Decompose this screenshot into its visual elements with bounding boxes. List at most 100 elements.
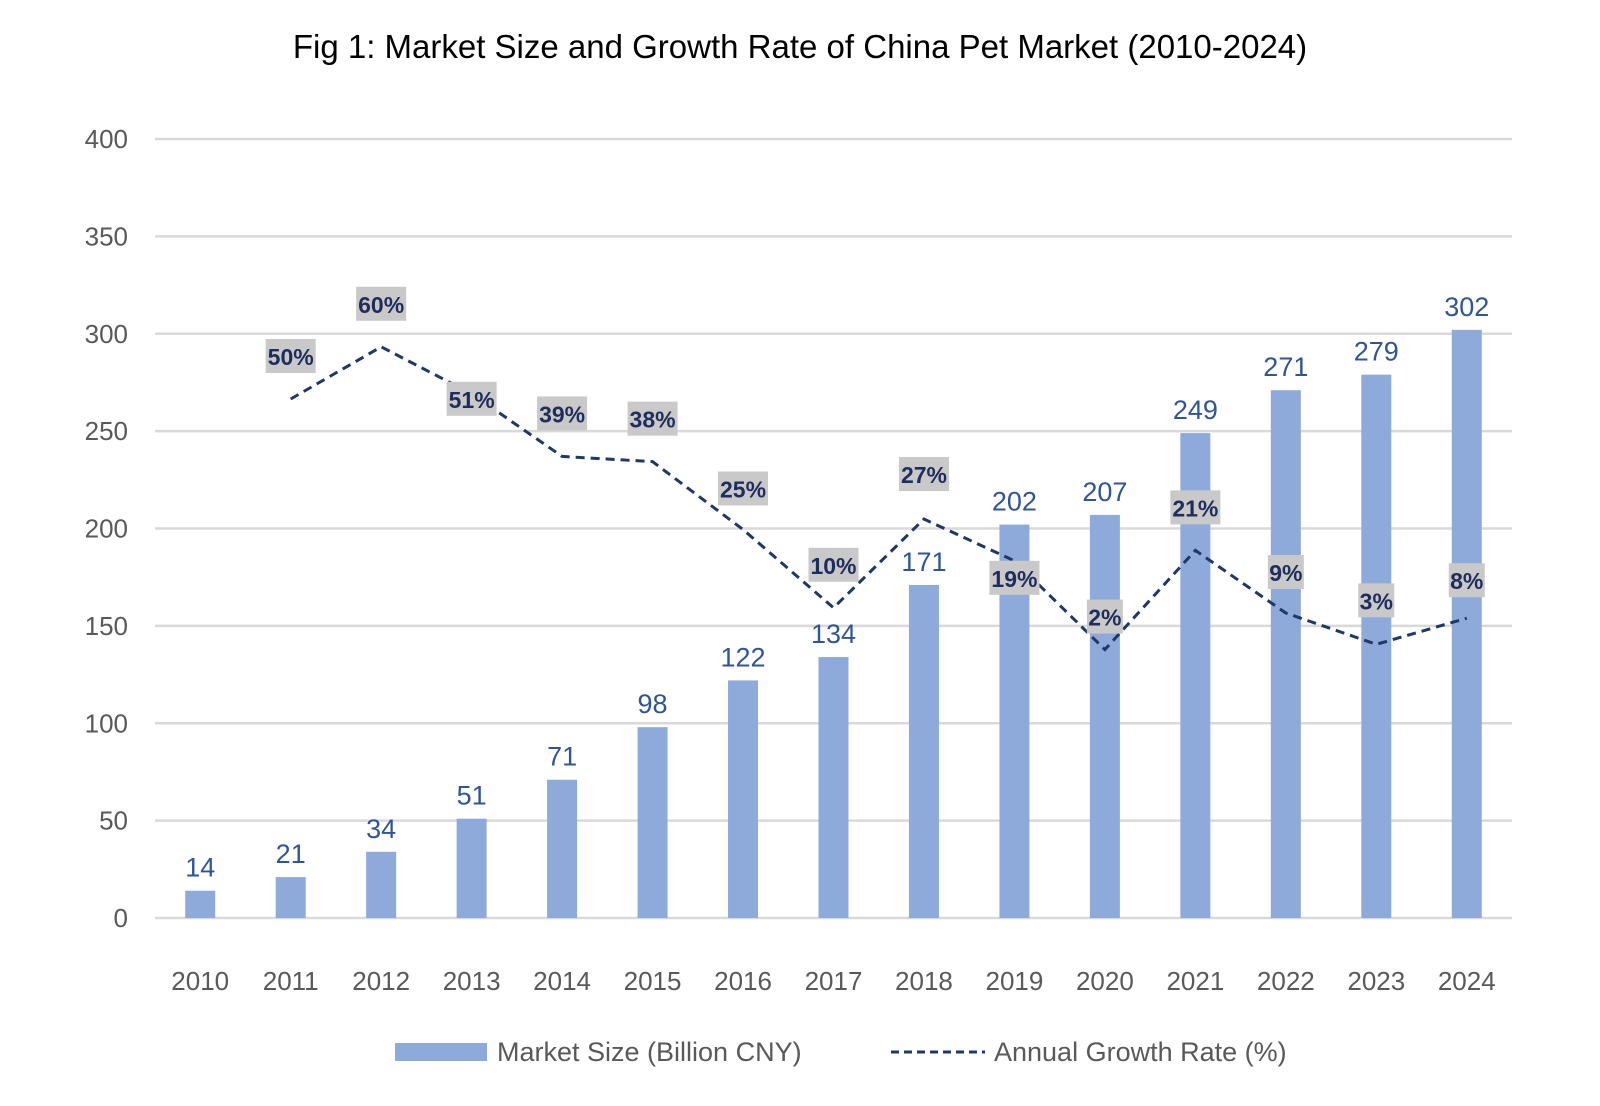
data-label-background xyxy=(627,401,678,436)
growth-data-label: 51% xyxy=(446,381,497,416)
bar-data-label: 279 xyxy=(1354,337,1399,367)
bar-series xyxy=(185,329,1482,919)
growth-data-label: 10% xyxy=(808,547,859,582)
x-tick-label: 2011 xyxy=(263,966,319,996)
growth-data-label-text: 50% xyxy=(268,344,314,370)
legend: Market Size (Billion CNY) Annual Growth … xyxy=(395,1037,1287,1067)
bar xyxy=(547,779,578,918)
x-tick-label: 2012 xyxy=(352,966,410,996)
y-tick-label: 300 xyxy=(85,319,128,349)
growth-data-label: 2% xyxy=(1086,599,1123,634)
x-tick-label: 2023 xyxy=(1347,966,1405,996)
x-tick-label: 2017 xyxy=(805,966,863,996)
bar xyxy=(1089,514,1120,918)
growth-data-label-text: 38% xyxy=(630,407,676,433)
x-tick-label: 2024 xyxy=(1438,966,1496,996)
legend-label-growth-rate: Annual Growth Rate (%) xyxy=(994,1037,1287,1067)
growth-data-label: 39% xyxy=(537,396,588,431)
bar-data-label: 302 xyxy=(1444,292,1489,322)
growth-data-label: 38% xyxy=(627,401,678,436)
bar xyxy=(908,584,939,918)
bar-data-label: 51 xyxy=(457,781,487,811)
data-label-background xyxy=(1448,563,1485,598)
x-tick-label: 2020 xyxy=(1076,966,1134,996)
y-tick-label: 100 xyxy=(85,708,128,738)
bar-data-label: 14 xyxy=(185,853,215,883)
chart-title: Fig 1: Market Size and Growth Rate of Ch… xyxy=(293,28,1307,65)
growth-data-label-text: 9% xyxy=(1269,560,1302,586)
data-label-background xyxy=(898,457,949,492)
y-tick-label: 50 xyxy=(99,806,128,836)
x-tick-label: 2022 xyxy=(1257,966,1315,996)
growth-data-label-text: 27% xyxy=(901,462,947,488)
bar-data-label: 34 xyxy=(366,814,396,844)
legend-swatch-market-size xyxy=(395,1043,487,1061)
data-label-background xyxy=(446,381,497,416)
bar-data-label: 202 xyxy=(992,487,1037,517)
y-tick-label: 250 xyxy=(85,416,128,446)
growth-data-label-text: 8% xyxy=(1450,568,1483,594)
y-tick-label: 400 xyxy=(85,124,128,154)
growth-data-label-text: 60% xyxy=(358,292,404,318)
x-tick-label: 2010 xyxy=(171,966,229,996)
x-axis-ticks: 2010 2011 2012 2013 2014 2015 2016 2017 2018 2019… xyxy=(171,966,1495,996)
growth-data-label: 50% xyxy=(265,339,316,373)
y-tick-label: 0 xyxy=(114,903,128,933)
x-tick-label: 2018 xyxy=(895,966,953,996)
growth-line xyxy=(289,345,1468,652)
bar xyxy=(1270,390,1301,918)
growth-data-label-text: 10% xyxy=(810,553,856,579)
y-tick-label: 150 xyxy=(85,611,128,641)
data-label-background xyxy=(1267,555,1304,590)
x-tick-label: 2013 xyxy=(443,966,501,996)
x-tick-label: 2016 xyxy=(714,966,772,996)
bar xyxy=(818,657,849,918)
growth-data-label-text: 25% xyxy=(720,477,766,503)
growth-data-label: 3% xyxy=(1358,583,1395,618)
bar-data-label: 171 xyxy=(901,547,946,577)
bar xyxy=(275,877,306,918)
x-tick-label: 2015 xyxy=(624,966,682,996)
data-label-background xyxy=(808,547,859,582)
growth-data-label-text: 51% xyxy=(449,387,495,413)
growth-data-label-text: 21% xyxy=(1172,495,1218,521)
growth-data-label-text: 39% xyxy=(539,401,585,427)
growth-data-label: 27% xyxy=(898,457,949,492)
bar-data-labels: 14 21 34 51 71 98 122 134 171 202 207 249 271 279 302 xyxy=(185,292,1489,883)
growth-data-label: 60% xyxy=(356,286,407,321)
data-label-background xyxy=(989,560,1040,595)
growth-data-label-text: 19% xyxy=(991,566,1037,592)
legend-label-market-size: Market Size (Billion CNY) xyxy=(497,1037,802,1067)
growth-data-label: 19% xyxy=(989,560,1040,595)
bar-data-label: 71 xyxy=(547,742,577,772)
bar xyxy=(366,851,397,918)
bar-data-label: 271 xyxy=(1263,352,1308,382)
growth-data-labels: 50% 60% 51% 39% 38% 25% 10% 27% 19% 2% 21% 9% 3% 8% xyxy=(265,286,1485,634)
x-tick-label: 2014 xyxy=(533,966,591,996)
bar xyxy=(637,727,668,918)
bar xyxy=(1361,374,1392,919)
y-tick-label: 200 xyxy=(85,514,128,544)
bar xyxy=(1451,329,1482,919)
x-tick-label: 2019 xyxy=(986,966,1044,996)
bar xyxy=(456,818,487,918)
data-label-background xyxy=(1358,583,1395,618)
growth-data-label-text: 2% xyxy=(1088,605,1121,631)
data-label-background xyxy=(1086,599,1123,634)
data-label-background xyxy=(265,339,316,373)
data-label-background xyxy=(537,396,588,431)
y-tick-label: 350 xyxy=(85,221,128,251)
bar-data-label: 98 xyxy=(638,689,668,719)
bar-data-label: 21 xyxy=(276,839,306,869)
growth-data-label: 8% xyxy=(1448,563,1485,598)
bar-data-label: 207 xyxy=(1082,477,1127,507)
growth-line-series xyxy=(289,345,1468,652)
gridlines xyxy=(155,137,1512,920)
growth-data-label: 9% xyxy=(1267,555,1304,590)
bar-data-label: 249 xyxy=(1173,395,1218,425)
y-axis-ticks: 0 50 100 150 200 250 300 350 400 xyxy=(85,124,128,933)
data-label-background xyxy=(356,286,407,321)
growth-data-label: 21% xyxy=(1170,490,1221,525)
bar xyxy=(728,680,759,918)
